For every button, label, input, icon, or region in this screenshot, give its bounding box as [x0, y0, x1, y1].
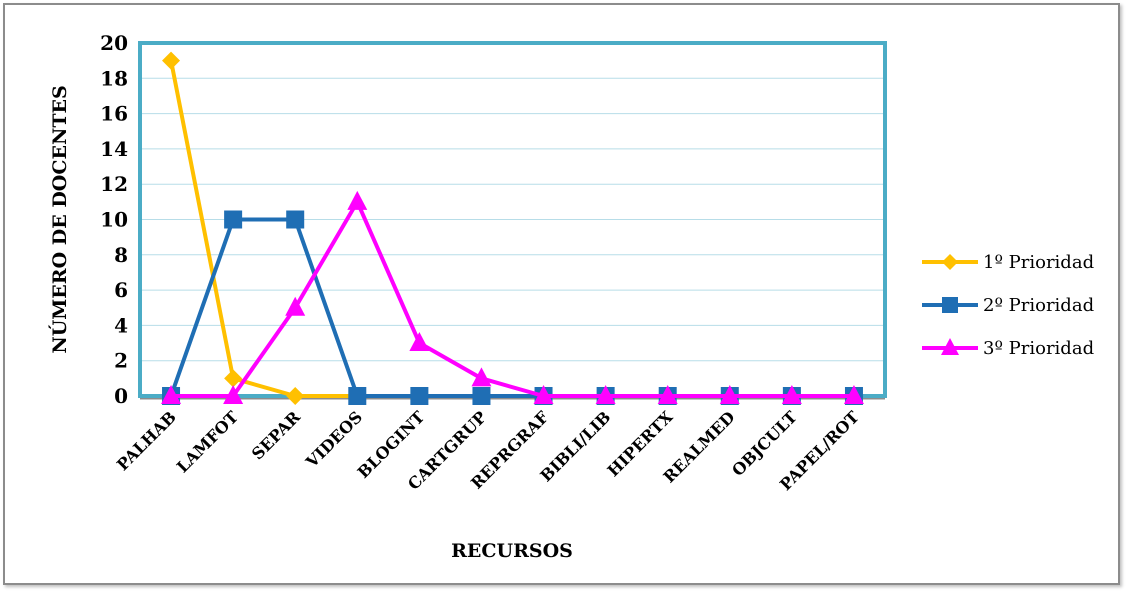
data-point	[224, 210, 243, 229]
x-tick-label: VIDEOS	[301, 407, 366, 472]
y-tick-label: 14	[100, 137, 128, 161]
data-point	[471, 367, 492, 387]
data-point	[348, 387, 367, 405]
data-point	[285, 296, 306, 316]
data-point	[409, 332, 430, 352]
y-tick-label: 12	[100, 172, 128, 196]
chart-frame	[3, 3, 1120, 585]
series-diamond	[162, 51, 863, 405]
legend-label: 3º Prioridad	[983, 338, 1094, 359]
y-tick-label: 6	[114, 278, 128, 302]
y-tick-label: 2	[114, 349, 128, 373]
y-tick-label: 18	[100, 66, 128, 90]
legend-item: 3º Prioridad	[922, 338, 1094, 359]
legend-item: 2º Prioridad	[922, 295, 1094, 316]
y-axis-title: NÚMERO DE DOCENTES	[48, 85, 71, 353]
x-tick-label: PALHAB	[113, 407, 180, 474]
legend: 1º Prioridad 2º Prioridad 3º Prioridad	[922, 252, 1094, 359]
series-group	[161, 51, 864, 405]
series-line	[171, 199, 854, 398]
y-tick-label: 8	[114, 243, 128, 267]
y-tick-label: 4	[114, 313, 128, 337]
series-triangle	[161, 190, 864, 404]
data-point	[410, 387, 429, 405]
data-point	[781, 385, 802, 404]
data-point	[161, 385, 182, 404]
legend-label: 1º Prioridad	[983, 252, 1094, 273]
data-point	[223, 385, 244, 404]
data-point	[286, 387, 305, 405]
x-tick-label: SEPAR	[248, 407, 305, 464]
data-point	[286, 210, 305, 229]
data-point	[942, 297, 958, 313]
legend-item: 1º Prioridad	[922, 252, 1094, 273]
legend-label: 2º Prioridad	[983, 295, 1094, 316]
y-tick-label: 0	[114, 384, 128, 408]
x-tick-label: LAMFOT	[173, 407, 242, 476]
y-tick-label: 20	[100, 31, 128, 55]
y-axis-ticks: 0 2 4 6 8 10 12 14 16 18 20	[100, 31, 128, 408]
y-tick-label: 10	[100, 208, 128, 232]
data-point	[472, 387, 491, 405]
y-tick-label: 16	[100, 102, 128, 126]
data-point	[162, 51, 181, 70]
data-point	[843, 385, 864, 404]
data-point	[657, 385, 678, 404]
data-point	[595, 385, 616, 404]
series-line	[169, 217, 854, 398]
series-square	[162, 210, 863, 405]
data-point	[941, 338, 959, 355]
data-point	[347, 190, 368, 210]
x-axis-title: RECURSOS	[451, 540, 573, 562]
data-point	[942, 254, 958, 270]
series-line	[169, 60, 854, 398]
data-point	[719, 385, 740, 404]
data-point	[224, 369, 243, 388]
data-point	[533, 385, 554, 404]
